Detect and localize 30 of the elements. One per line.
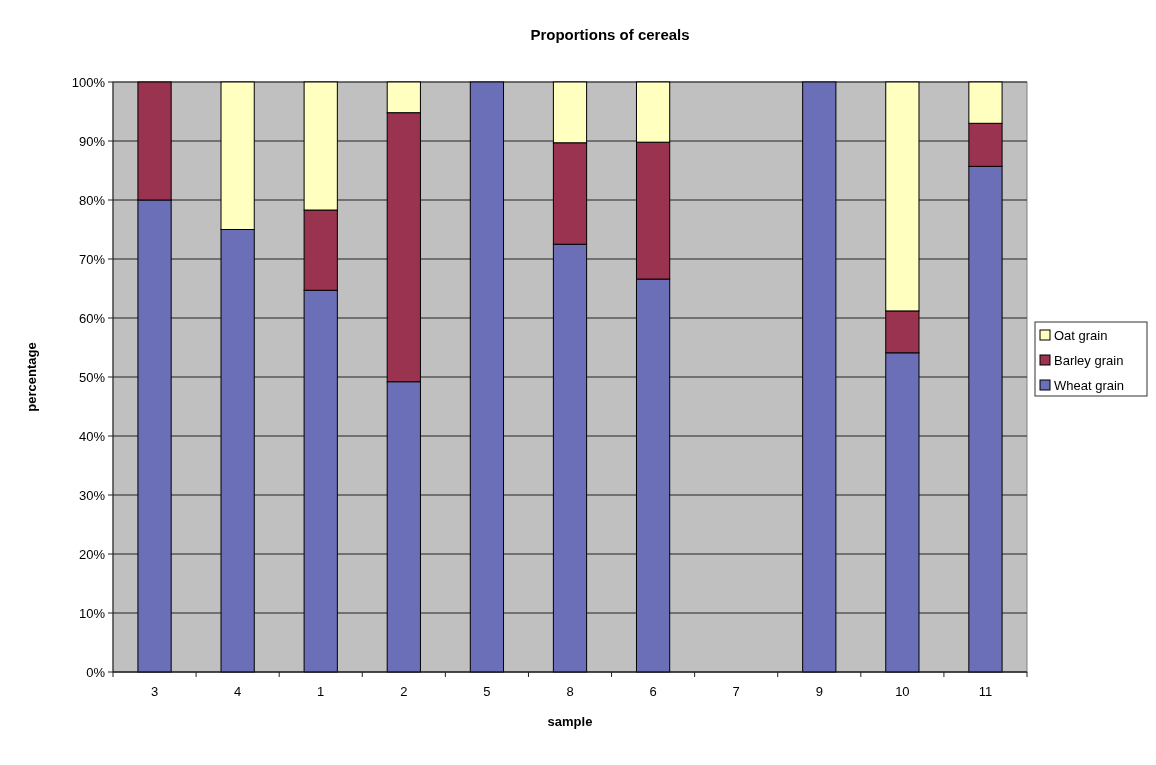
y-tick-label: 80% [78, 192, 106, 208]
bar [802, 81, 837, 673]
x-tick-label: 1 [317, 684, 325, 699]
x-tick-label: 4 [234, 684, 242, 699]
x-tick-label: 8 [566, 684, 574, 699]
y-tick-label: 60% [78, 310, 106, 326]
legend-label: Oat grain [1054, 327, 1108, 343]
y-tick-label: 40% [78, 428, 106, 444]
legend-label: Barley grain [1054, 352, 1124, 368]
legend-label: Wheat grain [1054, 377, 1125, 393]
y-tick-label: 100% [71, 74, 106, 90]
x-tick-label: 11 [978, 684, 993, 699]
y-tick-label: 20% [78, 546, 106, 562]
chart-title: Proportions of cereals [530, 26, 690, 43]
y-tick-label: 0% [86, 664, 106, 680]
x-tick-label: 10 [895, 684, 910, 699]
y-axis-title: percentage [24, 342, 39, 412]
y-tick-label: 30% [78, 487, 106, 503]
x-tick-label: 6 [649, 684, 657, 699]
y-tick-label: 90% [78, 133, 106, 149]
x-tick-label: 3 [150, 684, 159, 699]
x-tick-label: 9 [815, 684, 823, 699]
y-tick-label: 70% [78, 251, 106, 267]
y-tick-label: 50% [78, 369, 106, 385]
x-tick-label: 7 [732, 684, 740, 699]
x-tick-label: 2 [400, 684, 408, 699]
x-tick-label: 5 [483, 684, 491, 699]
y-tick-label: 10% [78, 605, 106, 621]
x-axis-title: sample [547, 714, 593, 729]
bar [469, 81, 505, 673]
